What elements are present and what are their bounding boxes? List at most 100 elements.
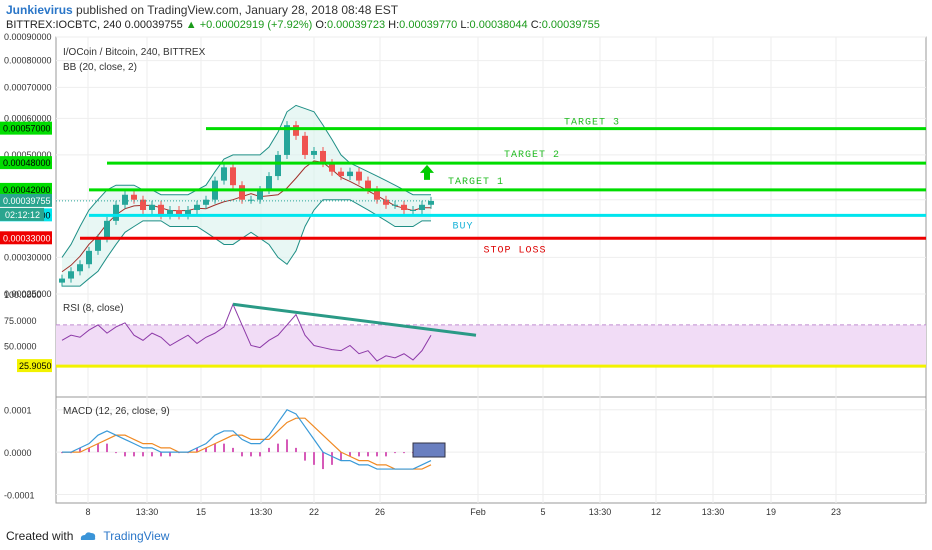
bb-upper-line xyxy=(61,104,431,258)
candle-body xyxy=(428,200,434,205)
candle-body xyxy=(311,150,317,155)
bb-lower-line xyxy=(62,199,431,287)
publish-info: published on TradingView.com, January 28… xyxy=(76,3,399,17)
macd-histogram-bar xyxy=(133,452,135,457)
bb-basis-line xyxy=(61,160,431,273)
macd-histogram-bar xyxy=(232,447,234,453)
candle-body xyxy=(194,204,200,210)
x-tick-label: 12 xyxy=(651,507,661,517)
level-price-label: 0.00033000 xyxy=(3,233,51,243)
x-tick-label: 13:30 xyxy=(136,507,159,517)
y-tick-label: 0.00050000 xyxy=(4,150,52,160)
candle-body xyxy=(113,204,119,221)
rsi-y-tick-label: 50.0000 xyxy=(4,342,37,352)
y-tick-label: 0.00090000 xyxy=(4,32,52,42)
macd-histogram-bar xyxy=(250,452,252,457)
last-price-tag xyxy=(0,193,52,207)
candle-body xyxy=(149,204,155,210)
macd-histogram-bar xyxy=(277,443,279,453)
macd-histogram-bar xyxy=(160,452,162,457)
y-tick-label: 0.00060000 xyxy=(4,113,52,123)
candle-body xyxy=(95,238,101,251)
x-tick-label: 13:30 xyxy=(250,507,273,517)
x-tick-label: 13:30 xyxy=(702,507,725,517)
candle-body xyxy=(230,167,236,186)
level-price-label: 0.00057000 xyxy=(3,124,51,134)
macd-histogram-bar xyxy=(106,443,108,453)
level-price-tag xyxy=(0,121,52,135)
high-label: H: xyxy=(388,19,400,31)
macd-histogram-bar xyxy=(340,452,342,461)
candle-body xyxy=(374,189,380,200)
candle-body xyxy=(284,125,290,155)
footer: Created with TradingView xyxy=(6,529,169,543)
y-tick-label: 0.00070000 xyxy=(4,82,52,92)
chart-title: I/OCoin / Bitcoin, 240, BITTREX xyxy=(63,47,206,58)
macd-histogram-bar xyxy=(97,443,99,453)
x-tick-label: Feb xyxy=(470,507,486,517)
rsi-level-tag xyxy=(17,359,52,373)
macd-y-tick-label: 0.0001 xyxy=(4,406,32,416)
tradingview-brand[interactable]: TradingView xyxy=(103,529,170,543)
macd-histogram-bar xyxy=(169,452,171,457)
candle-body xyxy=(167,209,173,216)
macd-histogram-bar xyxy=(286,439,288,453)
macd-signal-line xyxy=(62,417,432,470)
macd-line xyxy=(62,408,432,470)
macd-histogram-bar xyxy=(79,447,81,453)
created-with-label: Created with xyxy=(6,529,74,543)
macd-histogram-bar xyxy=(403,452,405,454)
candle-body xyxy=(158,204,164,216)
candle-body xyxy=(410,209,416,211)
macd-title: MACD (12, 26, close, 9) xyxy=(63,406,170,417)
candle-body xyxy=(77,264,83,272)
candle-body xyxy=(266,176,272,190)
x-tick-label: 23 xyxy=(831,507,841,517)
macd-histogram-bar xyxy=(196,447,198,453)
macd-histogram-bar xyxy=(88,447,90,453)
candle-body xyxy=(59,278,65,283)
rsi-band xyxy=(56,324,926,367)
rsi-line xyxy=(61,303,432,362)
change-arrow-icon: ▲ xyxy=(185,19,197,31)
symbol-label: BITTREX:IOCBTC, 240 xyxy=(6,19,122,31)
y-tick-label: 0.00080000 xyxy=(4,56,52,66)
level-price-label: 0.00042000 xyxy=(3,185,51,195)
macd-histogram-bar xyxy=(394,452,396,454)
candle-body xyxy=(356,171,362,181)
macd-histogram-bar xyxy=(214,443,216,453)
rsi-title: RSI (8, close) xyxy=(63,303,124,314)
macd-histogram-bar xyxy=(367,452,369,457)
candle-body xyxy=(419,204,425,210)
macd-histogram-bar xyxy=(241,452,243,457)
indicator-label: BB (20, close, 2) xyxy=(63,62,137,73)
low-label: L: xyxy=(460,19,470,31)
candle-body xyxy=(221,167,227,181)
last-price-label: 0.00039755 xyxy=(3,196,51,206)
macd-histogram-bar xyxy=(313,452,315,465)
candle-body xyxy=(140,199,146,210)
level-name-label: TARGET 2 xyxy=(504,150,560,161)
macd-histogram-bar xyxy=(322,452,324,470)
macd-histogram-bar xyxy=(295,447,297,453)
candle-body xyxy=(68,271,74,279)
macd-highlight-box xyxy=(412,442,446,458)
macd-histogram-bar xyxy=(151,452,153,457)
level-name-label: BUY xyxy=(452,221,473,232)
macd-histogram-bar xyxy=(259,452,261,457)
y-tick-label: 0.00025000 xyxy=(4,289,52,299)
tradingview-cloud-icon xyxy=(81,532,96,540)
author-link[interactable]: Junkievirus xyxy=(6,3,73,17)
candle-body xyxy=(248,199,254,201)
candle-body xyxy=(275,154,281,177)
macd-histogram-bar xyxy=(142,452,144,457)
y-tick-label: 0.00030000 xyxy=(4,252,52,262)
candle-body xyxy=(302,135,308,155)
bb-band-fill xyxy=(62,105,431,287)
price-change: +0.00002919 (+7.92%) xyxy=(199,19,313,31)
level-name-label: STOP LOSS xyxy=(483,245,546,256)
macd-histogram-bar xyxy=(205,447,207,453)
macd-histogram-bar xyxy=(223,443,225,453)
